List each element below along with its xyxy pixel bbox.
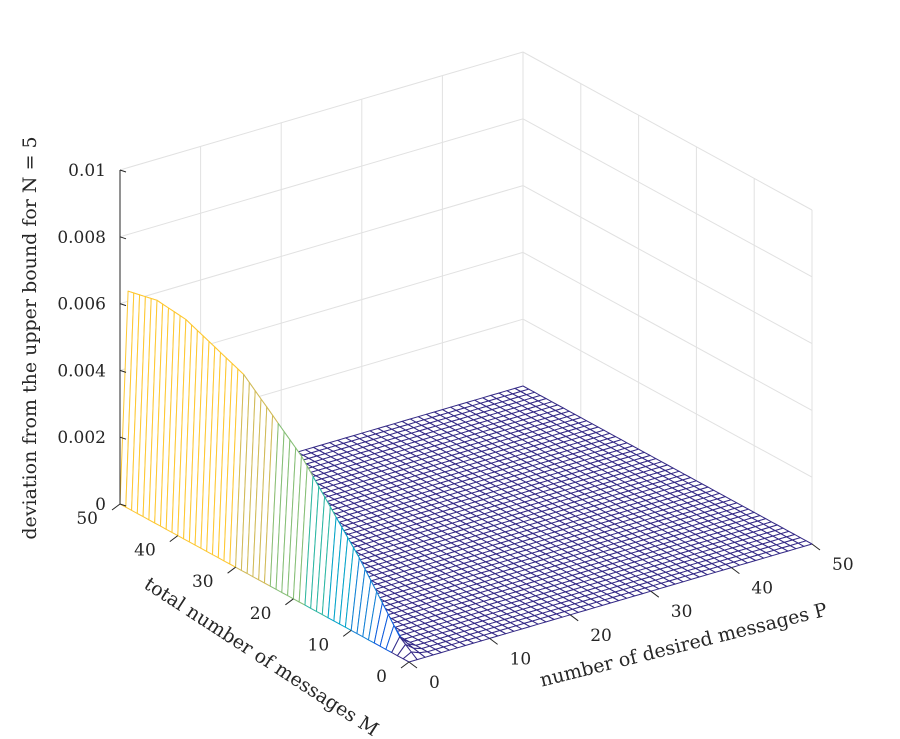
y-tick-label: 50 xyxy=(76,509,98,529)
x-tick-mark xyxy=(489,638,498,645)
x-tick-mark xyxy=(811,543,821,551)
z-tick-mark xyxy=(119,436,127,440)
x-tick-mark xyxy=(408,661,418,669)
x-tick-label: 0 xyxy=(429,673,440,693)
z-tick-mark xyxy=(119,303,127,307)
x-tick-label: 50 xyxy=(832,555,854,575)
z-tick-label: 0.008 xyxy=(57,228,106,248)
z-tick-mark xyxy=(119,169,127,173)
grid-line xyxy=(522,51,813,211)
grid-line xyxy=(119,51,524,171)
y-tick-mark xyxy=(227,566,236,574)
x-tick-label: 20 xyxy=(590,626,612,646)
grid-line xyxy=(522,185,813,345)
z-tick-mark xyxy=(119,236,127,240)
y-tick-label: 30 xyxy=(192,572,214,592)
x-tick-mark xyxy=(650,590,660,598)
y-tick-label: 40 xyxy=(134,541,156,561)
grid-line xyxy=(119,185,524,305)
z-tick-mark xyxy=(119,503,127,507)
y-tick-mark xyxy=(169,535,179,542)
z-tick-label: 0.004 xyxy=(57,361,106,381)
x-tick-mark xyxy=(731,567,740,574)
grid-line xyxy=(522,118,813,278)
y-tick-mark xyxy=(400,661,410,669)
y-tick-label: 20 xyxy=(250,604,272,624)
surface-mesh xyxy=(119,290,813,663)
y-tick-mark xyxy=(285,598,294,606)
z-tick-label: 0 xyxy=(95,495,106,515)
x-tick-label: 30 xyxy=(671,602,693,622)
z-tick-label: 0.01 xyxy=(68,161,106,181)
z-tick-mark xyxy=(119,369,127,373)
y-tick-label: 0 xyxy=(376,667,387,687)
grid-line xyxy=(119,118,524,238)
grid-line xyxy=(522,251,813,411)
y-tick-mark xyxy=(111,503,121,511)
tick-labels: 00.0020.0040.0060.0080.01010203040500102… xyxy=(57,161,853,693)
grid-line xyxy=(522,318,813,478)
z-axis-label: deviation from the upper bound for N = 5 xyxy=(19,136,41,539)
surface-cell xyxy=(402,651,418,663)
z-tick-label: 0.006 xyxy=(57,295,106,315)
y-tick-mark xyxy=(342,630,352,637)
y-tick-label: 10 xyxy=(308,635,330,655)
x-tick-label: 40 xyxy=(751,579,773,599)
x-tick-label: 10 xyxy=(510,649,532,669)
axes-lines xyxy=(111,169,821,669)
x-tick-mark xyxy=(569,614,579,622)
z-tick-label: 0.002 xyxy=(57,428,106,448)
